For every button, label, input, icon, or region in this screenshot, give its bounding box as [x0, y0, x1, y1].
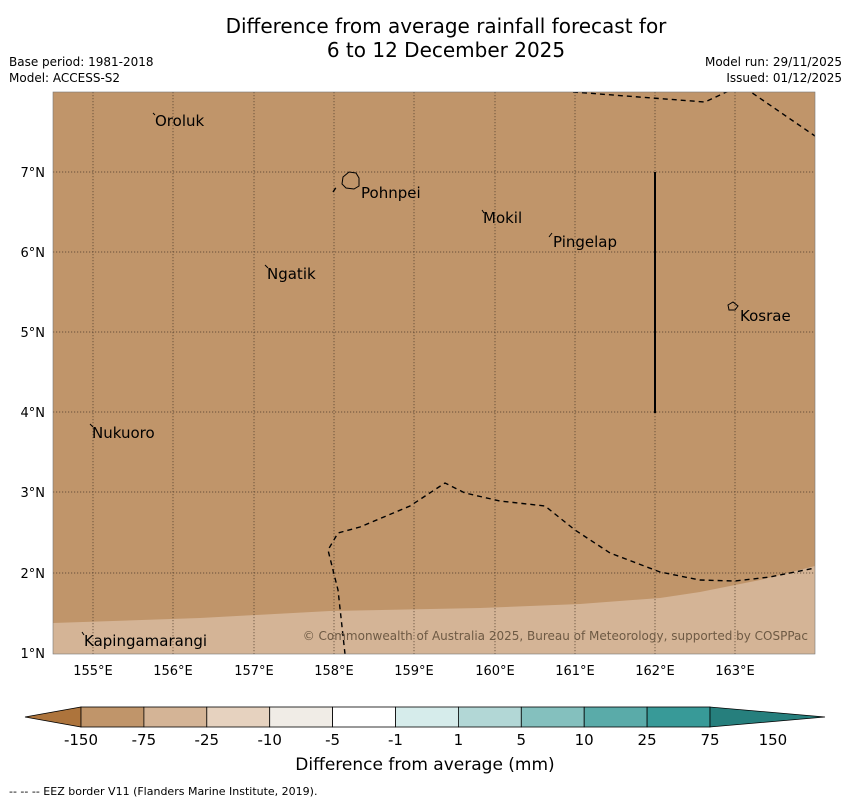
lon-tick-label: 157°E [234, 664, 274, 679]
colorbar-extend-high [709, 706, 826, 728]
base-period: Base period: 1981-2018 [9, 55, 154, 69]
place-label: Mokil [483, 209, 522, 227]
place-label: Kosrae [740, 307, 791, 325]
map-frame [52, 91, 816, 655]
colorbar-segment [520, 706, 585, 728]
colorbar-tick-label: 25 [638, 731, 657, 749]
colorbar-extend-low [24, 706, 82, 728]
light-rainfall-band [53, 566, 815, 654]
colorbar-segment [332, 706, 396, 728]
colorbar-ticks: -150 -75 -25 -10 -5 -1 1 5 10 25 75 150 [64, 731, 787, 749]
colorbar-tick-label: -75 [132, 731, 157, 749]
colorbar-tick-label: 10 [575, 731, 594, 749]
eez-border-pohnpei [332, 185, 338, 193]
lon-tick-label: 155°E [73, 664, 113, 679]
lon-tick-label: 162°E [635, 664, 675, 679]
lon-tick-label: 161°E [555, 664, 595, 679]
colorbar-tick-label: -1 [388, 731, 403, 749]
colorbar [24, 706, 826, 728]
model-name: Model: ACCESS-S2 [9, 71, 121, 85]
eez-footnote: -- -- -- EEZ border V11 (Flanders Marine… [9, 785, 318, 798]
lat-tick-label: 2°N [21, 567, 46, 582]
graticule [53, 92, 815, 654]
issued-date: Issued: 01/12/2025 [726, 71, 842, 85]
colorbar-segment [80, 706, 145, 728]
place-label: Oroluk [155, 112, 204, 130]
place-label: Pohnpei [361, 184, 421, 202]
eez-border-north [572, 92, 729, 103]
lon-tick-label: 159°E [394, 664, 434, 679]
lon-tick-label: 160°E [475, 664, 515, 679]
place-label: Nukuoro [92, 424, 155, 442]
colorbar-segment [457, 706, 522, 728]
model-info: Base period: 1981-2018 Model: ACCESS-S2 [9, 54, 154, 86]
map-background [53, 92, 815, 654]
lat-tick-label: 1°N [21, 647, 46, 662]
place-label: Kapingamarangi [84, 632, 207, 650]
place-label: Pingelap [553, 233, 617, 251]
lon-tick-label: 163°E [715, 664, 755, 679]
pohnpei-island [341, 171, 360, 190]
eez-border-south [327, 482, 815, 654]
lat-tick-label: 7°N [21, 166, 46, 181]
colorbar-label: Difference from average (mm) [295, 755, 555, 775]
lon-tick-label: 158°E [314, 664, 354, 679]
model-run: Model run: 29/11/2025 [704, 55, 842, 69]
atoll-markers [81, 112, 553, 636]
title-line-1: Difference from average rainfall forecas… [225, 14, 667, 38]
lon-tick-label: 156°E [153, 664, 193, 679]
colorbar-tick-label: 75 [700, 731, 719, 749]
lat-tick-label: 3°N [21, 486, 46, 501]
eez-borders [327, 92, 815, 654]
colorbar-segment [583, 706, 648, 728]
colorbar-segment [206, 706, 271, 728]
colorbar-tick-label: -25 [195, 731, 220, 749]
colorbar-tick-label: 150 [759, 731, 788, 749]
colorbar-segment [269, 706, 334, 728]
copyright-text: © Commonwealth of Australia 2025, Bureau… [303, 629, 808, 643]
colorbar-tick-label: 5 [517, 731, 527, 749]
colorbar-tick-label: -10 [257, 731, 282, 749]
kosrae-island [727, 301, 739, 311]
lat-tick-label: 5°N [21, 326, 46, 341]
lat-tick-label: 6°N [21, 246, 46, 261]
colorbar-tick-label: -150 [64, 731, 98, 749]
title-line-2: 6 to 12 December 2025 [326, 38, 566, 62]
run-info: Model run: 29/11/2025 Issued: 01/12/2025 [705, 54, 842, 86]
colorbar-segment [646, 706, 711, 728]
colorbar-segment [395, 706, 459, 728]
colorbar-tick-label: -5 [325, 731, 340, 749]
colorbar-segment [143, 706, 208, 728]
place-label: Ngatik [267, 265, 316, 283]
colorbar-tick-label: 1 [454, 731, 464, 749]
lat-tick-label: 4°N [21, 406, 46, 421]
chart-title: Difference from average rainfall forecas… [0, 14, 850, 62]
